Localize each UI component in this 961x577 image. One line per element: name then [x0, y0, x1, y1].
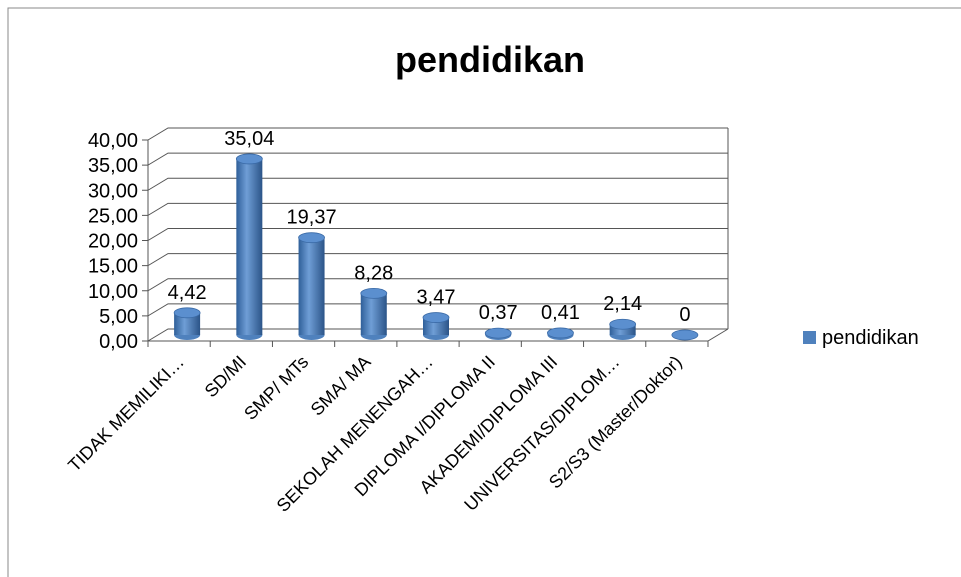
- value-label: 2,14: [603, 293, 642, 315]
- bar-group: [173, 307, 201, 340]
- grid-line: [147, 253, 728, 267]
- bar-group: [671, 329, 699, 341]
- bar-group: [360, 287, 388, 340]
- legend-label: pendidikan: [822, 327, 919, 349]
- y-tick-label: 20,00: [88, 231, 138, 253]
- grid-line: [147, 328, 728, 342]
- y-tick-label: 40,00: [88, 130, 138, 152]
- bar-group: [422, 312, 450, 340]
- value-label: 0: [679, 304, 690, 326]
- value-label: 35,04: [224, 128, 274, 150]
- chart-frame: [7, 7, 961, 577]
- value-label: 3,47: [417, 287, 456, 309]
- bar-top: [360, 287, 388, 299]
- chart-title: pendidikan: [395, 39, 585, 80]
- bar: [174, 312, 201, 335]
- grid-line: [147, 202, 728, 216]
- bar-top: [173, 307, 201, 319]
- value-label: 8,28: [354, 262, 393, 284]
- value-label: 19,37: [287, 207, 337, 229]
- bar-group: [298, 232, 325, 340]
- bar-group: [609, 318, 637, 340]
- y-tick-label: 35,00: [88, 155, 138, 177]
- grid-line: [147, 127, 728, 141]
- value-label: 0,37: [479, 302, 518, 324]
- grid-line: [147, 278, 728, 292]
- x-tick-label: SMP/ MTs: [240, 352, 312, 424]
- y-tick-label: 5,00: [99, 306, 138, 328]
- bar: [236, 158, 263, 335]
- bar-top: [422, 312, 450, 323]
- y-tick-label: 30,00: [88, 180, 138, 202]
- bar-group: [484, 327, 512, 340]
- bar-top: [484, 327, 512, 339]
- legend-swatch: [803, 331, 816, 344]
- bar-group: [547, 327, 574, 340]
- bar-group: [235, 153, 263, 340]
- bar: [360, 293, 387, 335]
- x-tick-label: TIDAK MEMILIKI…: [64, 352, 188, 476]
- value-label: 0,41: [541, 302, 580, 324]
- y-tick-label: 0,00: [99, 331, 138, 353]
- x-tick-label: SD/MI: [201, 352, 251, 402]
- value-label: 4,42: [168, 282, 207, 304]
- grid-line: [147, 177, 728, 191]
- y-tick-label: 15,00: [88, 256, 138, 278]
- bar-top: [671, 329, 699, 341]
- bar-top: [298, 232, 325, 244]
- bar: [298, 237, 325, 335]
- y-tick-label: 25,00: [88, 205, 138, 227]
- grid-line: [147, 152, 728, 166]
- bar-top: [547, 327, 574, 339]
- grid-line: [147, 228, 728, 241]
- bar-top: [235, 153, 263, 165]
- y-tick-label: 10,00: [88, 281, 138, 303]
- bar-top: [609, 318, 637, 330]
- grid-line: [147, 303, 728, 317]
